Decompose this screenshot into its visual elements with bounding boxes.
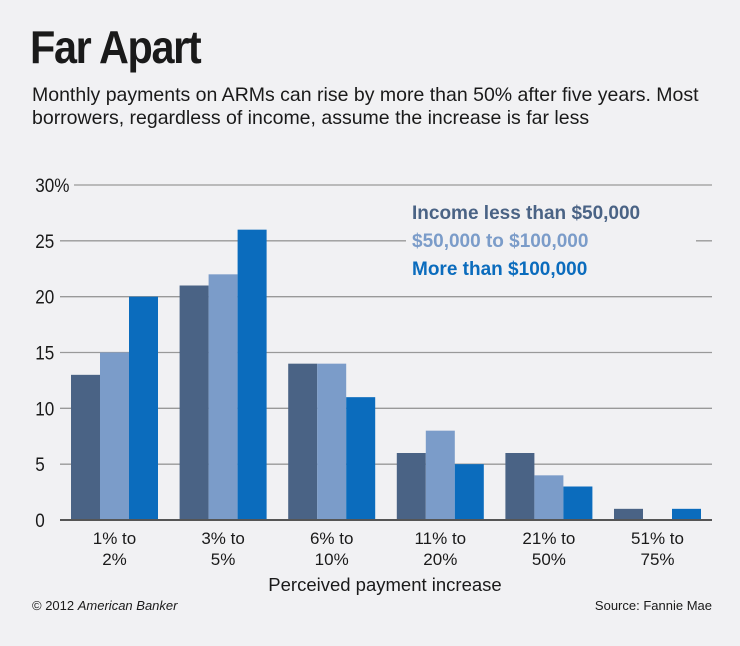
x-tick-label: 6% to	[310, 529, 353, 548]
x-tick-label: 75%	[640, 550, 674, 569]
bar	[396, 453, 426, 520]
bar	[672, 508, 701, 520]
x-tick-label: 1% to	[93, 529, 136, 548]
y-tick-label: 20	[35, 287, 54, 308]
x-tick-label: 51% to	[631, 529, 684, 548]
bar	[129, 296, 158, 520]
y-tick-label: 10	[35, 399, 54, 420]
chart-subtitle: Monthly payments on ARMs can rise by mor…	[32, 84, 699, 129]
x-axis-title: Perceived payment increase	[268, 574, 501, 595]
bar	[317, 363, 347, 520]
legend-entry: $50,000 to $100,000	[412, 231, 588, 252]
y-tick-label: 5	[35, 454, 45, 475]
bar	[425, 430, 455, 520]
x-tick-label: 3% to	[201, 529, 244, 548]
publisher: American Banker	[77, 598, 178, 613]
legend-entry: More than $100,000	[412, 259, 587, 280]
y-tick-label: 30%	[35, 175, 69, 196]
legend-background	[406, 257, 696, 281]
bar	[534, 475, 564, 520]
source-note: Source: Fannie Mae	[594, 598, 712, 613]
bar	[71, 374, 100, 520]
y-tick-label: 15	[35, 343, 54, 364]
bar	[563, 486, 593, 520]
legend-background	[406, 201, 696, 225]
bar	[100, 352, 129, 520]
bar	[237, 229, 267, 520]
x-tick-label: 2%	[102, 550, 127, 569]
bar	[614, 508, 643, 520]
bar	[454, 464, 484, 520]
x-tick-label: 11% to	[414, 529, 466, 548]
x-tick-label: 21% to	[522, 529, 575, 548]
x-tick-label: 10%	[315, 550, 349, 569]
legend-entry: Income less than $50,000	[412, 203, 640, 224]
copyright-year: © 2012	[32, 598, 75, 613]
y-tick-label: 25	[35, 231, 54, 252]
x-tick-label: 50%	[532, 550, 566, 569]
copyright: © 2012 American Banker	[32, 598, 177, 613]
chart-title: Far Apart	[30, 21, 202, 73]
bar	[505, 453, 535, 520]
y-tick-label: 0	[35, 510, 45, 531]
legend-background	[406, 229, 696, 253]
x-tick-label: 5%	[211, 550, 236, 569]
bar	[208, 274, 238, 520]
x-tick-label: 20%	[423, 550, 457, 569]
bar	[346, 397, 376, 520]
bar	[179, 285, 209, 520]
bar	[288, 363, 318, 520]
